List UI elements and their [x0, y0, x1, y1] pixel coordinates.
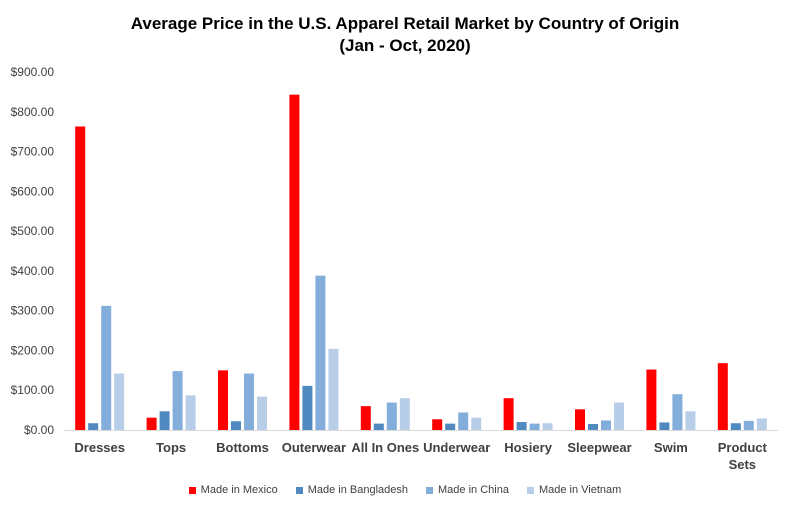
bar-made-in-mexico [75, 126, 86, 431]
bar-made-in-vietnam [756, 418, 767, 430]
bar-made-in-bangladesh [231, 421, 241, 430]
bar-made-in-bangladesh [302, 385, 313, 430]
bar-made-in-bangladesh [730, 423, 741, 430]
x-tick-label: Tops [156, 440, 186, 455]
y-tick-label: $900.00 [11, 65, 55, 79]
bar-made-in-vietnam [614, 402, 624, 430]
bar-made-in-bangladesh [659, 422, 670, 430]
bar-made-in-china [743, 420, 754, 430]
bar-made-in-bangladesh [445, 423, 456, 430]
bar-made-in-mexico [646, 369, 657, 430]
chart-subtitle: (Jan - Oct, 2020) [339, 36, 471, 55]
y-tick-label: $800.00 [11, 105, 55, 119]
x-tick-label: Dresses [74, 440, 125, 455]
legend-label: Made in Bangladesh [307, 484, 409, 496]
y-tick-label: $200.00 [11, 343, 55, 357]
bar-made-in-vietnam [685, 411, 696, 430]
bar-made-in-vietnam [328, 348, 339, 430]
bar-made-in-mexico [289, 94, 300, 430]
legend-swatch [526, 486, 534, 494]
bar-made-in-china [315, 275, 326, 430]
bar-made-in-china [529, 423, 540, 430]
legend-label: Made in China [438, 484, 509, 496]
legend-item: Made in China [426, 484, 509, 496]
bar-made-in-vietnam [185, 395, 196, 430]
chart-title: Average Price in the U.S. Apparel Retail… [130, 14, 680, 33]
bar-made-in-mexico [360, 406, 371, 430]
bar-made-in-vietnam [257, 396, 267, 430]
bar-made-in-china [101, 305, 112, 430]
legend-item: Made in Mexico [188, 484, 278, 496]
legend-label: Made in Mexico [200, 484, 278, 496]
bar-made-in-china [672, 394, 683, 430]
bar-made-in-china [458, 412, 469, 430]
x-tick-label: Product [718, 440, 768, 455]
bar-made-in-vietnam [542, 423, 553, 430]
bar-made-in-mexico [575, 409, 585, 430]
bar-made-in-mexico [432, 419, 443, 430]
bar-made-in-china [244, 373, 254, 430]
bar-made-in-vietnam [471, 417, 482, 430]
x-tick-label: Swim [654, 440, 688, 455]
bar-made-in-mexico [146, 417, 157, 430]
y-tick-label: $300.00 [11, 304, 55, 318]
bar-made-in-mexico [503, 398, 514, 430]
bar-made-in-mexico [218, 370, 228, 430]
x-tick-label: Hosiery [504, 440, 552, 455]
y-tick-label: $500.00 [11, 224, 55, 238]
x-tick-label: All In Ones [351, 440, 419, 455]
bar-made-in-bangladesh [159, 411, 170, 430]
legend-swatch [188, 486, 196, 494]
bar-made-in-vietnam [399, 398, 410, 430]
x-tick-label: Underwear [423, 440, 490, 455]
y-tick-label: $100.00 [11, 383, 55, 397]
x-tick-label: Outerwear [282, 440, 346, 455]
x-tick-label: Bottoms [216, 440, 269, 455]
legend-item: Made in Vietnam [526, 484, 622, 496]
legend: Made in Mexico Made in Bangladesh Made in … [0, 484, 810, 496]
legend-label: Made in Vietnam [538, 484, 622, 496]
bar-made-in-bangladesh [516, 422, 527, 430]
x-tick-label: Sleepwear [567, 440, 631, 455]
bar-made-in-china [601, 420, 611, 430]
legend-swatch [426, 486, 434, 494]
bar-made-in-bangladesh [588, 424, 598, 430]
y-tick-label: $600.00 [11, 184, 55, 198]
legend-item: Made in Bangladesh [295, 484, 409, 496]
bar-made-in-vietnam [114, 373, 125, 430]
x-tick-label: Sets [729, 457, 756, 472]
y-tick-label: $400.00 [11, 264, 55, 278]
bar-made-in-bangladesh [373, 423, 384, 430]
y-tick-label: $700.00 [11, 145, 55, 159]
bar-made-in-bangladesh [88, 423, 99, 430]
bar-made-in-china [172, 371, 183, 430]
bar-made-in-mexico [717, 363, 728, 430]
y-tick-label: $0.00 [24, 423, 54, 437]
legend-swatch [295, 486, 303, 494]
bar-made-in-china [386, 402, 397, 430]
